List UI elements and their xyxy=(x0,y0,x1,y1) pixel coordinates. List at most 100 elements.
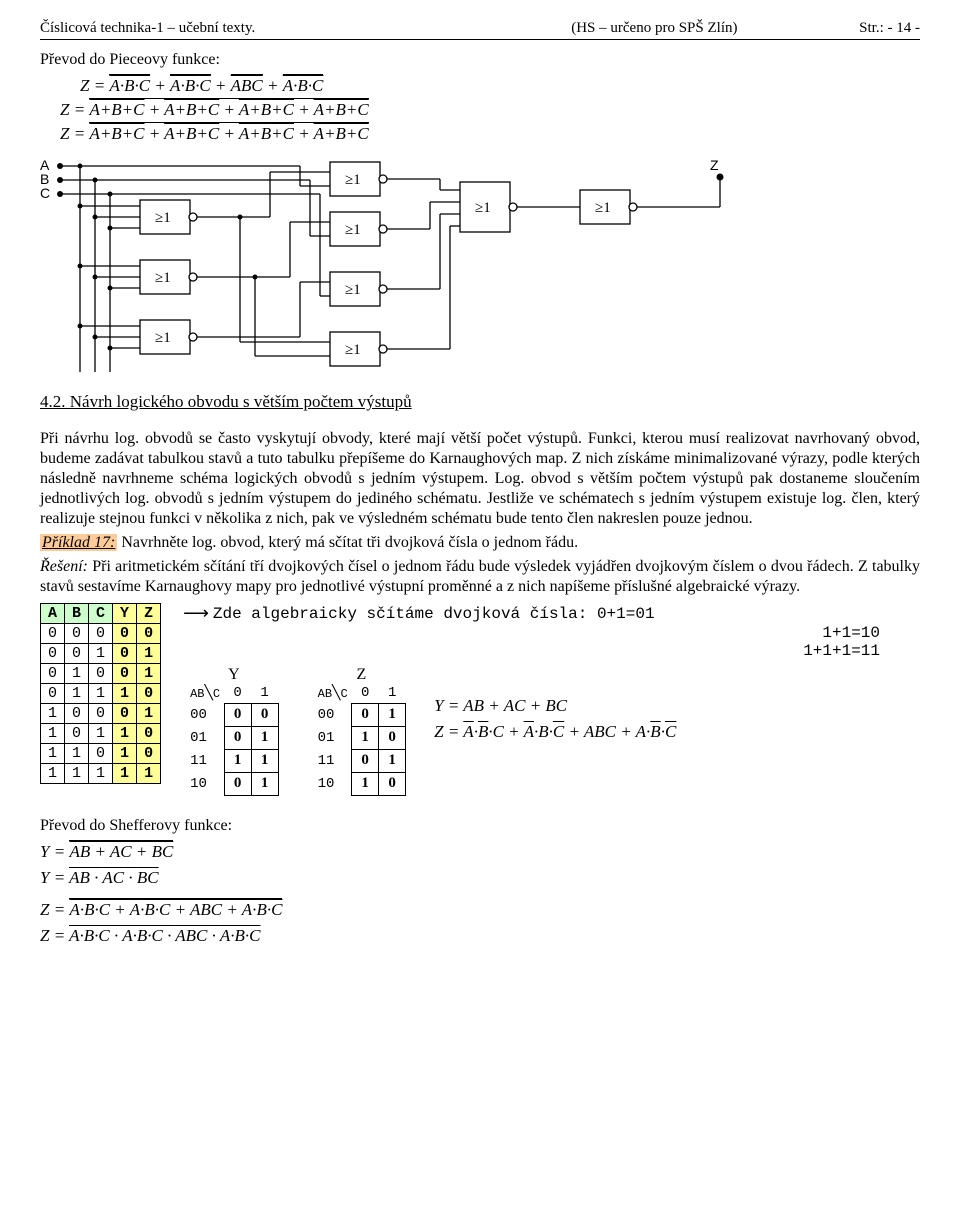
svg-text:≥1: ≥1 xyxy=(345,222,361,238)
truth-cell: 0 xyxy=(113,644,137,664)
addition-text: Zde algebraicky sčítáme dvojková čísla: … xyxy=(213,605,655,623)
kmap-cell: 1 xyxy=(352,726,379,749)
truth-cell: 0 xyxy=(65,624,89,644)
intro-title: Převod do Pieceovy funkce: xyxy=(40,50,920,70)
sheffer-eq-4: Z = A·B·C · A·B·C · ABC · A·B·C xyxy=(40,926,920,946)
body-paragraph-1: Při návrhu log. obvodů se často vyskytuj… xyxy=(40,429,920,529)
example-line: Příklad 17: Navrhněte log. obvod, který … xyxy=(40,533,920,553)
kmap-cell: 1 xyxy=(251,726,278,749)
kmap-cell: 0 xyxy=(224,726,251,749)
sheffer-eq-2: Y = AB · AC · BC xyxy=(40,868,920,888)
sheffer-title: Převod do Shefferovy funkce: xyxy=(40,816,920,836)
kmap-cell: 0 xyxy=(224,703,251,726)
truth-cell: 0 xyxy=(89,624,113,644)
equation-3: Z = A+B+C + A+B+C + A+B+C + A+B+C xyxy=(60,122,920,144)
arrow-icon: ⟶ xyxy=(183,603,209,624)
kmap-cell: 0 xyxy=(352,703,379,726)
truth-cell: 1 xyxy=(113,724,137,744)
kmap-cell: 1 xyxy=(352,772,379,795)
truth-cell: 1 xyxy=(113,744,137,764)
truth-cell: 1 xyxy=(137,704,161,724)
truth-cell: 1 xyxy=(65,664,89,684)
kmap-cell: 0 xyxy=(224,772,251,795)
reseni-line: Řešení: Při aritmetickém sčítání tří dvo… xyxy=(40,557,920,597)
truth-cell: 1 xyxy=(89,644,113,664)
circuit-diagram: .wire{stroke:#000;stroke-width:1.3;fill:… xyxy=(40,152,780,382)
truth-header: Z xyxy=(137,604,161,624)
kmap-cell: 1 xyxy=(224,749,251,772)
truth-cell: 0 xyxy=(41,624,65,644)
kmap-cell: 0 xyxy=(352,749,379,772)
kmap-cell: 1 xyxy=(379,703,406,726)
svg-text:≥1: ≥1 xyxy=(345,342,361,358)
gate-col1: ≥1 ≥1 ≥1 xyxy=(140,200,197,354)
truth-cell: 0 xyxy=(113,624,137,644)
kmap-cell: 0 xyxy=(379,772,406,795)
addition-line-1: 1+1=10 xyxy=(179,624,920,642)
addition-block: ⟶ Zde algebraicky sčítáme dvojková čísla… xyxy=(179,603,920,796)
truth-cell: 1 xyxy=(137,664,161,684)
result-eq-Y: Y = AB + AC + BC xyxy=(434,696,676,716)
truth-cell: 0 xyxy=(137,724,161,744)
truth-cell: 1 xyxy=(65,744,89,764)
truth-cell: 1 xyxy=(113,684,137,704)
truth-cell: 0 xyxy=(41,644,65,664)
result-equations: Y = AB + AC + BC Z = A·B·C + A·B·C + ABC… xyxy=(434,696,676,742)
header-right: Str.: - 14 - xyxy=(859,20,920,37)
truth-cell: 0 xyxy=(113,664,137,684)
svg-text:≥1: ≥1 xyxy=(475,200,491,216)
kmap-cell: 1 xyxy=(379,749,406,772)
kmap-cell: 0 xyxy=(251,703,278,726)
truth-cell: 1 xyxy=(41,764,65,784)
gate-col2: ≥1 ≥1 ≥1 ≥1 xyxy=(330,162,387,366)
truth-cell: 1 xyxy=(137,764,161,784)
svg-text:≥1: ≥1 xyxy=(345,282,361,298)
kmap-cell: 1 xyxy=(251,772,278,795)
truth-header: C xyxy=(89,604,113,624)
truth-cell: 1 xyxy=(41,724,65,744)
truth-cell: 0 xyxy=(65,644,89,664)
truth-header: Y xyxy=(113,604,137,624)
truth-cell: 0 xyxy=(65,704,89,724)
truth-cell: 0 xyxy=(65,724,89,744)
svg-text:≥1: ≥1 xyxy=(155,210,171,226)
equation-2: Z = A+B+C + A+B+C + A+B+C + A+B+C xyxy=(60,98,920,120)
svg-text:≥1: ≥1 xyxy=(595,200,611,216)
sheffer-eq-3: Z = A·B·C + A·B·C + ABC + A·B·C xyxy=(40,898,920,920)
truth-cell: 1 xyxy=(113,764,137,784)
result-eq-Z: Z = A·B·C + A·B·C + ABC + A·B·C xyxy=(434,722,676,742)
input-label-C: C xyxy=(40,185,50,201)
sheffer-eq-1: Y = AB + AC + BC xyxy=(40,840,920,862)
svg-text:≥1: ≥1 xyxy=(345,172,361,188)
truth-cell: 0 xyxy=(137,744,161,764)
header-mid: (HS – určeno pro SPŠ Zlín) xyxy=(450,20,860,37)
truth-cell: 1 xyxy=(89,724,113,744)
kmap-cell: 0 xyxy=(379,726,406,749)
section-4-2-title: 4.2. Návrh logického obvodu s větším poč… xyxy=(40,392,920,412)
output-label: Z xyxy=(710,157,719,173)
svg-text:≥1: ≥1 xyxy=(155,330,171,346)
truth-cell: 0 xyxy=(41,664,65,684)
truth-cell: 1 xyxy=(41,744,65,764)
truth-header: B xyxy=(65,604,89,624)
svg-text:≥1: ≥1 xyxy=(155,270,171,286)
truth-cell: 0 xyxy=(89,704,113,724)
addition-line-2: 1+1+1=11 xyxy=(179,642,920,660)
page-header: Číslicová technika-1 – učební texty. (HS… xyxy=(40,20,920,40)
kmap-Y: Y AB╲C010000010111111001 xyxy=(189,666,279,796)
truth-cell: 1 xyxy=(137,644,161,664)
header-left: Číslicová technika-1 – učební texty. xyxy=(40,20,450,37)
truth-cell: 0 xyxy=(89,664,113,684)
example-label: Příklad 17: xyxy=(40,534,117,551)
equation-1: Z = A·B·C + A·B·C + ABC + A·B·C xyxy=(80,74,920,96)
truth-cell: 1 xyxy=(65,764,89,784)
truth-header: A xyxy=(41,604,65,624)
reseni-label: Řešení: xyxy=(40,558,88,575)
truth-cell: 0 xyxy=(137,624,161,644)
truth-cell: 1 xyxy=(89,764,113,784)
kmap-Z: Z AB╲C010001011011011010 xyxy=(317,666,407,796)
truth-cell: 1 xyxy=(89,684,113,704)
truth-cell: 0 xyxy=(41,684,65,704)
kmap-cell: 1 xyxy=(251,749,278,772)
truth-table: ABCYZ 0000000101010010111010001101101101… xyxy=(40,603,161,784)
